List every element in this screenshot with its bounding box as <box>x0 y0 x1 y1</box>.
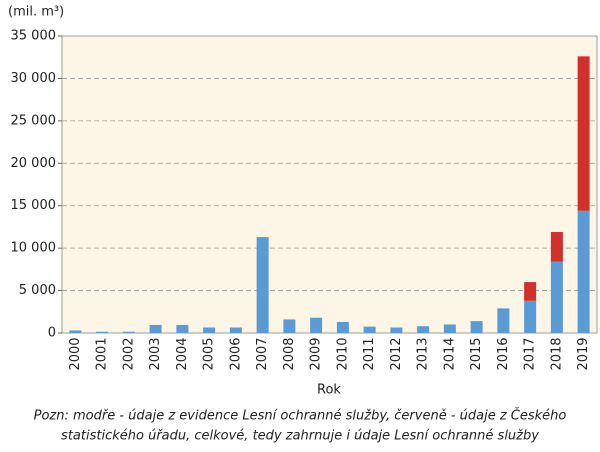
x-axis-label: Rok <box>317 383 341 398</box>
bar <box>497 308 510 333</box>
x-tick-label: 2000 <box>68 337 83 370</box>
y-tick-label: 30 000 <box>11 71 57 86</box>
y-tick-label: 0 <box>48 326 56 341</box>
x-tick-label: 2010 <box>335 337 350 370</box>
x-tick-label: 2011 <box>362 337 377 370</box>
bar <box>283 319 296 333</box>
x-tick-label: 2004 <box>175 337 190 370</box>
bar <box>524 300 537 333</box>
note: statistického úřadu, celkové, tedy zahrn… <box>61 429 539 444</box>
bar <box>176 324 189 333</box>
x-tick-label: 2017 <box>523 337 538 370</box>
bar <box>229 327 242 333</box>
x-tick-label: 2015 <box>469 337 484 370</box>
bar <box>336 321 349 333</box>
bar <box>390 327 403 333</box>
x-tick-label: 2002 <box>121 337 136 370</box>
y-tick-label: 25 000 <box>11 113 57 128</box>
x-tick-label: 2019 <box>576 337 591 370</box>
x-tick-label: 2012 <box>389 337 404 370</box>
x-tick-label: 2008 <box>282 337 297 370</box>
x-tick-label: 2007 <box>255 337 270 370</box>
bar <box>69 330 82 333</box>
bar <box>363 326 376 333</box>
bar <box>417 326 430 333</box>
y-axis-label: (mil. m³) <box>8 5 64 20</box>
x-tick-label: 2003 <box>148 337 163 370</box>
bar <box>122 331 135 333</box>
x-tick-label: 2013 <box>416 337 431 370</box>
x-tick-label: 2009 <box>309 337 324 370</box>
bar <box>577 56 590 211</box>
y-tick-label: 10 000 <box>11 241 57 256</box>
bar <box>577 210 590 333</box>
bar <box>550 261 563 333</box>
x-tick-label: 2016 <box>496 337 511 370</box>
bar <box>524 282 537 301</box>
y-tick-label: 20 000 <box>11 156 57 171</box>
plot-area <box>61 35 598 334</box>
y-tick-label: 5 000 <box>19 283 56 298</box>
x-tick-label: 2006 <box>228 337 243 370</box>
note: Pozn: modře - údaje z evidence Lesní och… <box>34 408 567 424</box>
bar <box>256 237 269 333</box>
bar <box>96 331 109 333</box>
x-tick-label: 2014 <box>442 337 457 370</box>
bar <box>310 317 323 333</box>
bar <box>203 327 216 333</box>
x-tick-label: 2001 <box>95 337 110 370</box>
bar <box>443 324 456 333</box>
bar <box>149 324 162 333</box>
x-tick-label: 2005 <box>202 337 217 370</box>
y-tick-label: 35 000 <box>11 29 57 44</box>
x-tick-label: 2018 <box>549 337 564 370</box>
bar <box>550 232 563 262</box>
bar <box>470 321 483 333</box>
y-tick-label: 15 000 <box>11 198 57 213</box>
